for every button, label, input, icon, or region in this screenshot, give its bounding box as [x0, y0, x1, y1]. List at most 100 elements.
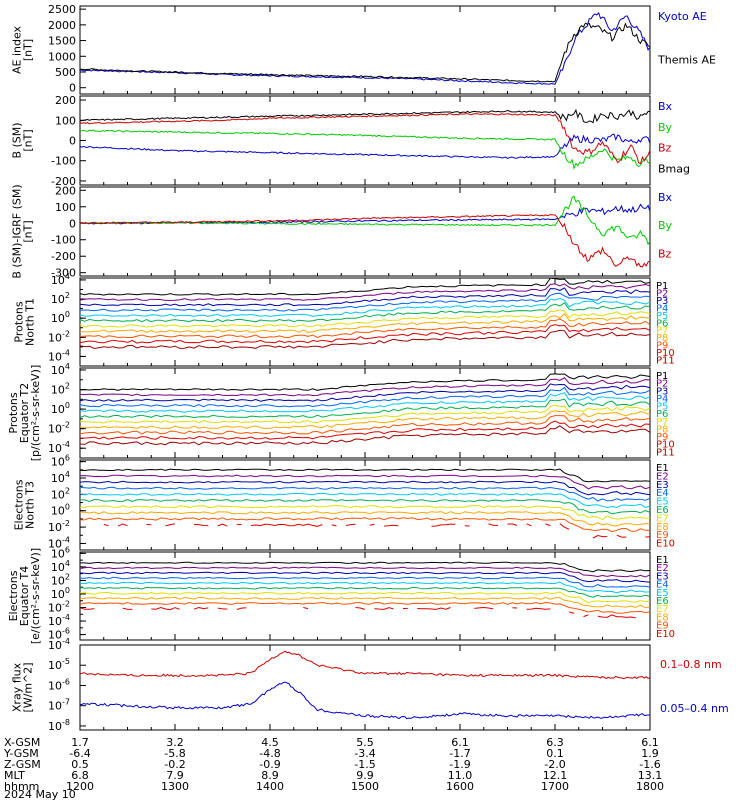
ae-ytick-label: 2500 — [48, 3, 76, 16]
e_north-series-e7 — [79, 505, 651, 521]
e_north-ytick-label: 106 — [51, 454, 70, 469]
e_equator-series-e9 — [79, 601, 651, 614]
e_north-ytick-label: 104 — [51, 470, 70, 485]
e_north-series-e10 — [464, 525, 470, 527]
p_north-legend-p9: P9 — [656, 341, 668, 352]
e_north-series-e10 — [488, 523, 499, 526]
e_north-series-e10 — [526, 523, 532, 527]
axis-tick-mlt: 6.8 — [71, 769, 89, 782]
bdiff-legend-bz: Bz — [658, 247, 672, 260]
ae-ytick-label: 1500 — [48, 35, 76, 48]
p_equator-ytick-label: 102 — [51, 382, 70, 397]
xray-ytick-label: 10-6 — [48, 677, 70, 692]
p_north-legend-p2: P2 — [656, 288, 668, 299]
e_north-series-e10 — [559, 523, 570, 530]
bsm-legend-by: By — [658, 121, 673, 134]
axis-tick-y-gsm: -3.4 — [354, 747, 375, 760]
bdiff-legend-bx: Bx — [658, 191, 673, 204]
xray-ytick-label: 10-7 — [48, 698, 70, 713]
e_north-series-e10 — [616, 534, 627, 538]
e_equator-legend-e8: E8 — [656, 612, 669, 623]
bsm-legend-bmag: Bmag — [658, 162, 690, 175]
e_north-series-e3 — [79, 480, 651, 496]
p_north-series-p7 — [79, 309, 651, 328]
axis-tick-x-gsm: 4.5 — [261, 736, 279, 749]
p_equator-series-p9 — [79, 415, 651, 435]
bsm-ylabel: B (SM)[nT] — [11, 122, 35, 158]
e_north-series-e9 — [79, 517, 651, 533]
p_north-series-p4 — [79, 292, 651, 312]
ae-ylabel-line: AE index — [11, 25, 24, 74]
ae-legend-themis-ae: Themis AE — [657, 53, 716, 66]
p_north-series-p5 — [79, 297, 651, 317]
e_equator-series-e8 — [79, 596, 651, 609]
e_equator-ylabel-line: Equator T4 — [18, 566, 31, 626]
xray-ytick-label: 10-8 — [48, 718, 70, 733]
bsm-ytick-label: 100 — [55, 114, 76, 127]
p_equator-legend-p1: P1 — [656, 371, 668, 382]
bsm-ytick-label: 0 — [69, 135, 76, 148]
e_equator-series-e10 — [193, 606, 209, 610]
e_equator-series-e10 — [374, 607, 394, 610]
p_north-series-p9 — [79, 318, 651, 339]
bdiff-frame — [79, 186, 651, 277]
xray-ylabel-line: Xray flux — [11, 662, 24, 712]
e_equator-series-e10 — [217, 607, 228, 610]
e_north-series-e4 — [79, 486, 651, 502]
axis-tick-x-gsm: 6.3 — [546, 736, 564, 749]
p_equator-ytick-label: 10-2 — [48, 421, 70, 436]
bdiff-ytick-label: -200 — [51, 250, 76, 263]
bdiff-ytick-label: -300 — [51, 267, 76, 280]
ae-legend-kyoto-ae: Kyoto AE — [658, 10, 707, 23]
xray-legend-long: 0.1–0.8 nm — [660, 658, 722, 671]
e_north-series-e10 — [383, 524, 399, 527]
e_north-legend-e9: E9 — [656, 530, 669, 541]
axis-tick-x-gsm: 1.7 — [71, 736, 89, 749]
ae-ylabel-line: [nT] — [22, 39, 35, 61]
p_equator-legend-p10: P10 — [656, 440, 675, 451]
p_north-series-p3 — [79, 287, 651, 307]
axis-tick-z-gsm: -0.2 — [164, 758, 185, 771]
bsm-legend-bz: Bz — [658, 142, 672, 155]
axis-row-label: Z-GSM — [4, 758, 41, 771]
e_north-ylabel-line: North T3 — [24, 481, 37, 529]
p_equator-ylabel-line: Protons — [7, 392, 20, 433]
e_equator-legend-e2: E2 — [656, 563, 669, 574]
e_equator-legend-e3: E3 — [656, 571, 669, 582]
p_north-legend-p3: P3 — [656, 296, 668, 307]
xray-series-blue — [80, 681, 650, 720]
e_north-series-e5 — [79, 492, 651, 509]
bsm-ylabel-line: B (SM) — [11, 122, 24, 158]
p_north-series-p10 — [79, 324, 651, 344]
p_north-ylabel-line: Protons — [13, 301, 26, 342]
p_equator-legend-p2: P2 — [656, 379, 668, 390]
e_north-ytick-label: 102 — [51, 486, 70, 501]
axis-tick-y-gsm: -1.7 — [449, 747, 470, 760]
bdiff-ytick-label: -100 — [51, 234, 76, 247]
axis-tick-z-gsm: -2.0 — [544, 758, 565, 771]
e_north-series-e10 — [193, 524, 209, 527]
bdiff-ylabel-line: [nT] — [22, 220, 35, 242]
e_equator-series-e1 — [80, 561, 651, 573]
ae-ytick-label: 1000 — [48, 50, 76, 63]
p_equator-series-p4 — [79, 386, 651, 408]
e_equator-legend-e9: E9 — [656, 621, 669, 632]
bsm-frame — [79, 95, 651, 186]
axis-tick-x-gsm: 3.2 — [166, 736, 184, 749]
axis-tick-z-gsm: 0.5 — [71, 758, 89, 771]
e_north-series-e10 — [645, 536, 651, 538]
e_equator-series-e10 — [236, 607, 247, 610]
axis-tick-y-gsm: -5.8 — [164, 747, 185, 760]
p_north-legend-p1: P1 — [656, 281, 668, 292]
bsm-ylabel-line: [nT] — [22, 129, 35, 151]
e_equator-frame — [79, 551, 651, 641]
e_equator-series-e10 — [355, 607, 366, 610]
axis-tick-hhmm: 1300 — [161, 780, 189, 793]
bdiff-series-bz — [79, 214, 651, 268]
e_north-series-e2 — [79, 474, 651, 490]
p_equator-legend-p3: P3 — [656, 386, 668, 397]
e_north-series-e10 — [250, 523, 323, 527]
xray-frame — [79, 644, 651, 731]
